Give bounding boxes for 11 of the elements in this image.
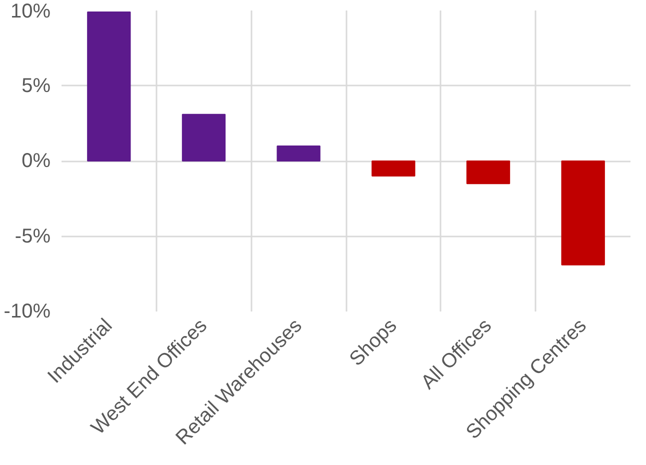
bar — [87, 12, 131, 162]
bar — [466, 160, 510, 184]
bar — [372, 160, 416, 177]
bar — [276, 145, 320, 162]
y-tick-label: 0% — [22, 150, 51, 172]
y-tick-label: 10% — [10, 0, 51, 22]
y-tick-label: -10% — [4, 300, 51, 322]
bar — [561, 160, 605, 266]
bar — [182, 114, 226, 162]
y-tick-label: -5% — [14, 225, 51, 248]
y-tick-label: 5% — [22, 74, 51, 97]
